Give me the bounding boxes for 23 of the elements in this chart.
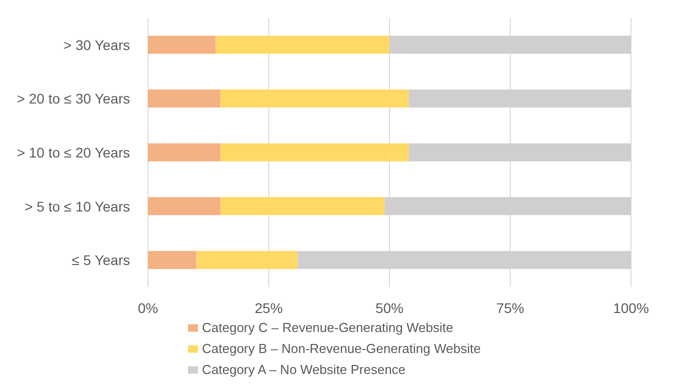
y-tick-label: ≤ 5 Years	[72, 252, 130, 268]
x-tick-label: 25%	[254, 300, 283, 316]
x-tick-label: 0%	[138, 300, 158, 316]
y-tick-label: > 10 to ≤ 20 Years	[16, 144, 130, 160]
y-tick-label: > 5 to ≤ 10 Years	[24, 198, 130, 214]
bar	[148, 36, 216, 54]
bar	[148, 90, 220, 108]
bar	[148, 143, 220, 162]
bar	[220, 90, 409, 108]
bar	[220, 143, 409, 162]
bar	[220, 197, 385, 216]
x-tick-label: 50%	[375, 300, 404, 316]
x-tick-label: 100%	[613, 300, 649, 316]
legend-label: Category C – Revenue-Generating Website	[202, 320, 454, 335]
y-tick-label: > 20 to ≤ 30 Years	[16, 90, 130, 107]
bar	[216, 36, 390, 54]
legend-label: Category A – No Website Presence	[202, 362, 406, 377]
x-tick-label: 75%	[496, 300, 524, 316]
legend-label: Category B – Non-Revenue-Generating Website	[202, 341, 481, 356]
bar	[148, 197, 220, 216]
bar	[196, 250, 298, 269]
y-tick-label: > 30 Years	[63, 36, 130, 53]
bar	[148, 250, 196, 269]
